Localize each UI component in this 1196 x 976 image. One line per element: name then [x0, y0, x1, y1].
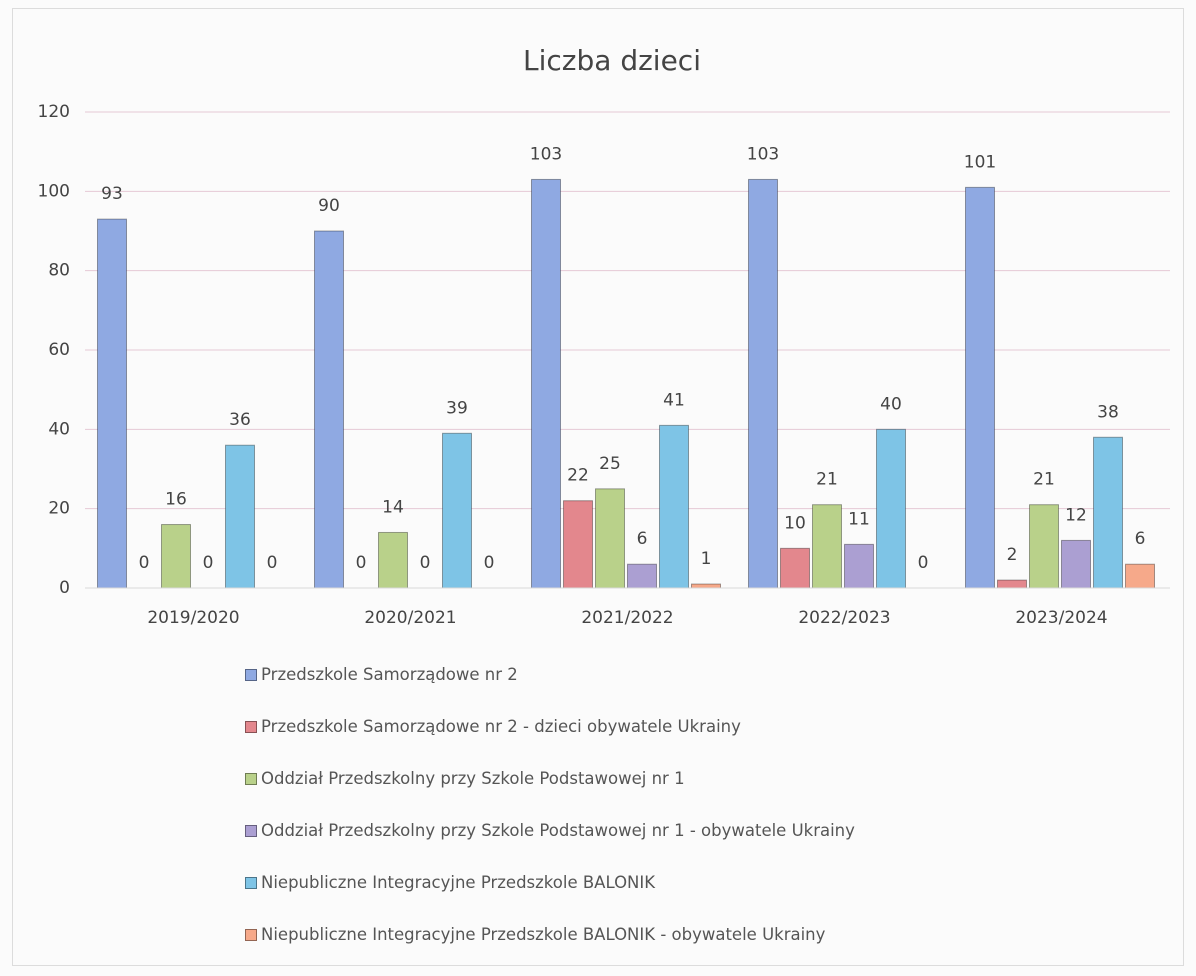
bar: [876, 428, 906, 589]
legend-swatch: [245, 929, 257, 941]
bar: [1125, 563, 1155, 589]
y-tick-label: 40: [48, 419, 70, 439]
data-label: 14: [382, 497, 404, 517]
legend-label: Przedszkole Samorządowe nr 2: [261, 665, 518, 684]
x-tick-label: 2019/2020: [147, 608, 239, 628]
bar: [442, 432, 472, 589]
y-tick-label: 100: [38, 181, 70, 201]
data-label: 38: [1097, 402, 1119, 422]
x-tick-label: 2022/2023: [798, 608, 890, 628]
legend-swatch: [245, 669, 257, 681]
data-label: 36: [229, 410, 251, 430]
bar: [1029, 504, 1059, 589]
bar: [627, 563, 657, 589]
bar: [812, 504, 842, 589]
bar: [965, 186, 995, 589]
bar: [563, 500, 593, 589]
data-label: 25: [599, 454, 621, 474]
data-label: 90: [318, 196, 340, 216]
y-tick-label: 0: [59, 578, 70, 598]
chart: Liczba dzieci 0204060801001202019/202093…: [38, 44, 1170, 628]
frame: [12, 8, 1184, 966]
bar: [161, 524, 191, 589]
data-label: 21: [1033, 470, 1055, 490]
legend-label: Oddział Przedszkolny przy Szkole Podstaw…: [261, 769, 685, 788]
bar: [844, 543, 874, 589]
legend-label: Niepubliczne Integracyjne Przedszkole BA…: [261, 873, 656, 892]
legend-item: Przedszkole Samorządowe nr 2: [245, 664, 925, 716]
chart-title: Liczba dzieci: [523, 44, 701, 77]
data-label: 0: [356, 553, 367, 573]
y-tick-label: 60: [48, 340, 70, 360]
bar: [659, 424, 689, 589]
y-tick-label: 120: [38, 102, 70, 122]
x-tick-label: 2023/2024: [1015, 608, 1107, 628]
legend-item: Oddział Przedszkolny przy Szkole Podstaw…: [245, 820, 925, 872]
bar: [997, 579, 1027, 589]
bar: [1093, 436, 1123, 589]
data-label: 101: [964, 152, 996, 172]
data-label: 1: [701, 549, 712, 569]
data-label: 0: [267, 553, 278, 573]
data-label: 41: [663, 390, 685, 410]
bar: [378, 531, 408, 589]
data-label: 0: [139, 553, 150, 573]
x-tick-label: 2020/2021: [364, 608, 456, 628]
legend-label: Niepubliczne Integracyjne Przedszkole BA…: [261, 925, 826, 944]
data-label: 0: [203, 553, 214, 573]
legend-item: Przedszkole Samorządowe nr 2 - dzieci ob…: [245, 716, 925, 768]
y-tick-label: 20: [48, 499, 70, 519]
data-label: 11: [848, 509, 870, 529]
data-label: 0: [918, 553, 929, 573]
legend: Przedszkole Samorządowe nr 2 Przedszkole …: [245, 664, 925, 976]
bar: [97, 218, 127, 589]
legend-label: Oddział Przedszkolny przy Szkole Podstaw…: [261, 821, 855, 840]
legend-swatch: [245, 825, 257, 837]
legend-swatch: [245, 877, 257, 889]
data-label: 6: [1135, 529, 1146, 549]
data-label: 10: [784, 513, 806, 533]
data-label: 93: [101, 184, 123, 204]
bar: [691, 583, 721, 589]
x-tick-label: 2021/2022: [581, 608, 673, 628]
data-label: 103: [747, 144, 779, 164]
bar: [1061, 539, 1091, 589]
legend-swatch: [245, 721, 257, 733]
data-label: 22: [567, 466, 589, 486]
legend-item: Oddział Przedszkolny przy Szkole Podstaw…: [245, 768, 925, 820]
bar: [780, 547, 810, 589]
data-label: 16: [165, 490, 187, 510]
data-label: 39: [446, 398, 468, 418]
data-label: 0: [420, 553, 431, 573]
bar: [225, 444, 255, 589]
legend-item: Niepubliczne Integracyjne Przedszkole BA…: [245, 872, 925, 924]
data-label: 12: [1065, 505, 1087, 525]
legend-label: Przedszkole Samorządowe nr 2 - dzieci ob…: [261, 717, 741, 736]
data-label: 6: [637, 529, 648, 549]
bar: [531, 178, 561, 589]
data-label: 2: [1007, 545, 1018, 565]
data-label: 40: [880, 394, 902, 414]
y-tick-label: 80: [48, 261, 70, 281]
legend-item: Niepubliczne Integracyjne Przedszkole BA…: [245, 924, 925, 976]
bar: [314, 230, 344, 589]
data-label: 21: [816, 470, 838, 490]
data-label: 103: [530, 144, 562, 164]
bar: [748, 178, 778, 589]
bar: [595, 488, 625, 589]
legend-swatch: [245, 773, 257, 785]
data-label: 0: [484, 553, 495, 573]
